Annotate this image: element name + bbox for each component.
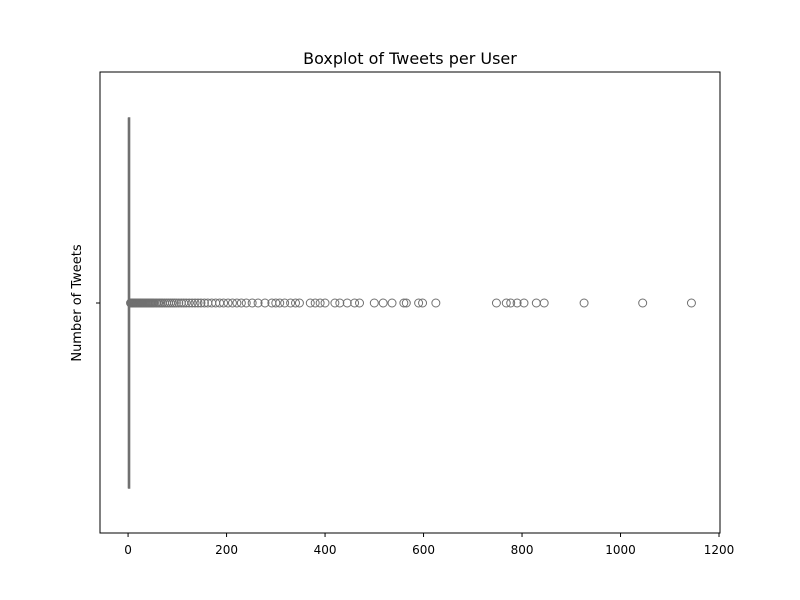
outlier-point: [350, 298, 360, 308]
x-axis-ticks: 0 200 400 600 800 1000 1200: [124, 533, 734, 557]
outlier-point: [369, 298, 379, 308]
outlier-point: [305, 298, 315, 308]
y-axis-label: Number of Tweets: [70, 244, 85, 362]
outlier-point: [260, 298, 270, 308]
x-tick-label: 1200: [704, 543, 735, 557]
outlier-point: [271, 298, 281, 308]
x-tick-label: 600: [412, 543, 435, 557]
outlier-point: [275, 298, 285, 308]
outlier-point: [539, 298, 549, 308]
outlier-point: [519, 298, 529, 308]
outlier-point: [181, 298, 191, 308]
outlier-point: [399, 298, 409, 308]
outlier-point: [414, 298, 424, 308]
outlier-point: [418, 298, 428, 308]
x-tick-label: 400: [314, 543, 337, 557]
outlier-point: [342, 298, 352, 308]
outlier-point: [378, 298, 388, 308]
x-tick-label: 1000: [605, 543, 636, 557]
x-tick-label: 0: [124, 543, 132, 557]
outlier-point: [171, 298, 181, 308]
outlier-group: [126, 298, 696, 308]
outlier-point: [506, 298, 516, 308]
outlier-point: [291, 298, 301, 308]
chart-title: Boxplot of Tweets per User: [303, 49, 517, 68]
outlier-point: [387, 298, 397, 308]
x-tick-label: 200: [215, 543, 238, 557]
outlier-point: [247, 298, 257, 308]
outlier-point: [335, 298, 345, 308]
outlier-point: [280, 298, 290, 308]
outlier-point: [491, 298, 501, 308]
outlier-point: [355, 298, 365, 308]
outlier-point: [190, 298, 200, 308]
outlier-point: [686, 298, 696, 308]
outlier-point: [196, 298, 206, 308]
outlier-point: [199, 298, 209, 308]
outlier-point: [184, 298, 194, 308]
outlier-point: [253, 298, 263, 308]
outlier-point: [236, 298, 246, 308]
outlier-point: [531, 298, 541, 308]
outlier-point: [286, 298, 296, 308]
outlier-point: [232, 298, 242, 308]
outlier-point: [310, 298, 320, 308]
outlier-point: [315, 298, 325, 308]
outlier-point: [294, 298, 304, 308]
outlier-point: [193, 298, 203, 308]
outlier-point: [638, 298, 648, 308]
x-tick-label: 800: [511, 543, 534, 557]
outlier-point: [330, 298, 340, 308]
outlier-point: [227, 298, 237, 308]
outlier-point: [187, 298, 197, 308]
outlier-point: [223, 298, 233, 308]
outlier-point: [431, 298, 441, 308]
outlier-point: [501, 298, 511, 308]
outlier-point: [401, 298, 411, 308]
outlier-point: [241, 298, 251, 308]
outlier-point: [219, 298, 229, 308]
outlier-point: [579, 298, 589, 308]
outlier-point: [320, 298, 330, 308]
outlier-point: [512, 298, 522, 308]
outlier-point: [174, 298, 184, 308]
